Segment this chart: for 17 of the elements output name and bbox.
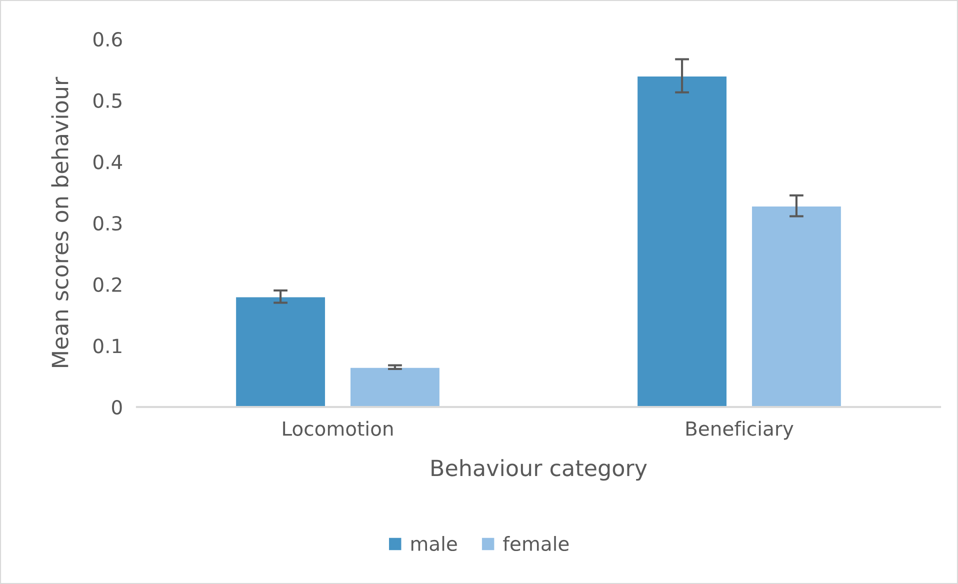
y-axis-title: Mean scores on behaviour: [51, 76, 68, 367]
y-tick-label: 0.4: [93, 154, 122, 170]
y-tick-label: 0.1: [93, 338, 122, 354]
bar: [636, 75, 728, 407]
bar: [349, 366, 441, 407]
y-tick-label: 0: [112, 400, 122, 415]
x-tick-label: Locomotion: [283, 420, 393, 436]
x-axis-title: Behaviour category: [432, 459, 647, 481]
x-tick-label: Beneficiary: [686, 420, 794, 440]
y-tick-label: 0.5: [93, 93, 122, 108]
bar: [234, 296, 326, 407]
legend-label: female: [503, 536, 569, 552]
bar: [750, 205, 842, 407]
y-tick-label: 0.6: [93, 32, 122, 47]
y-tick-label: 0.2: [93, 277, 122, 292]
legend-label: male: [411, 536, 457, 552]
y-tick-label: 0.3: [93, 216, 122, 231]
